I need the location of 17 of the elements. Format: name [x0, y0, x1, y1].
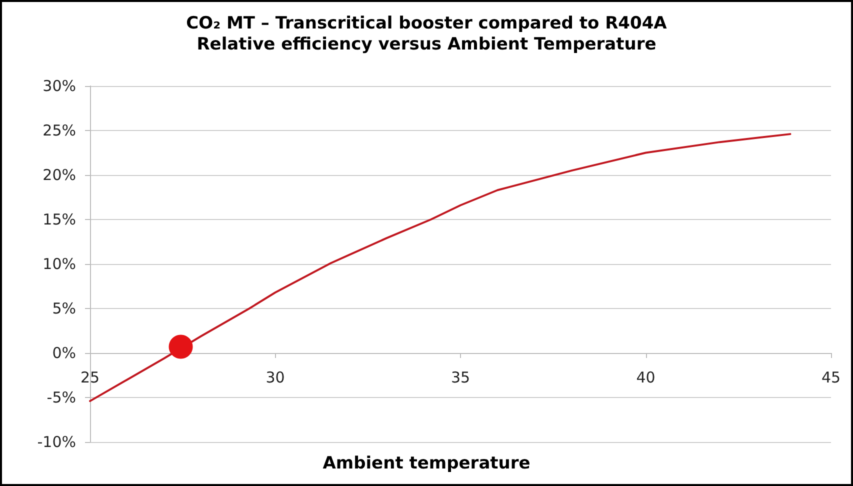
x-tick-label: 40 [636, 368, 656, 386]
x-tick-label: 25 [80, 368, 100, 386]
x-axis-title: Ambient temperature [322, 454, 530, 474]
y-tick-label: -5% [46, 388, 76, 406]
y-tick-label: -10% [37, 433, 76, 451]
x-tick-label: 35 [450, 368, 470, 386]
chart-title: CO₂ MT – Transcritical booster compared to R404A [186, 14, 668, 34]
y-tick-label: 25% [42, 122, 76, 140]
y-tick-label: 0% [52, 344, 76, 362]
y-tick-label: 10% [42, 255, 76, 273]
x-tick-label: 30 [266, 368, 285, 386]
y-tick-label: 30% [42, 77, 76, 95]
y-tick-label: 15% [42, 210, 76, 228]
y-tick-label: 5% [52, 300, 76, 318]
y-tick-label: 20% [42, 166, 76, 184]
chart-subtitle: Relative efficiency versus Ambient Temperature [196, 34, 656, 54]
x-tick-label: 45 [821, 368, 841, 386]
